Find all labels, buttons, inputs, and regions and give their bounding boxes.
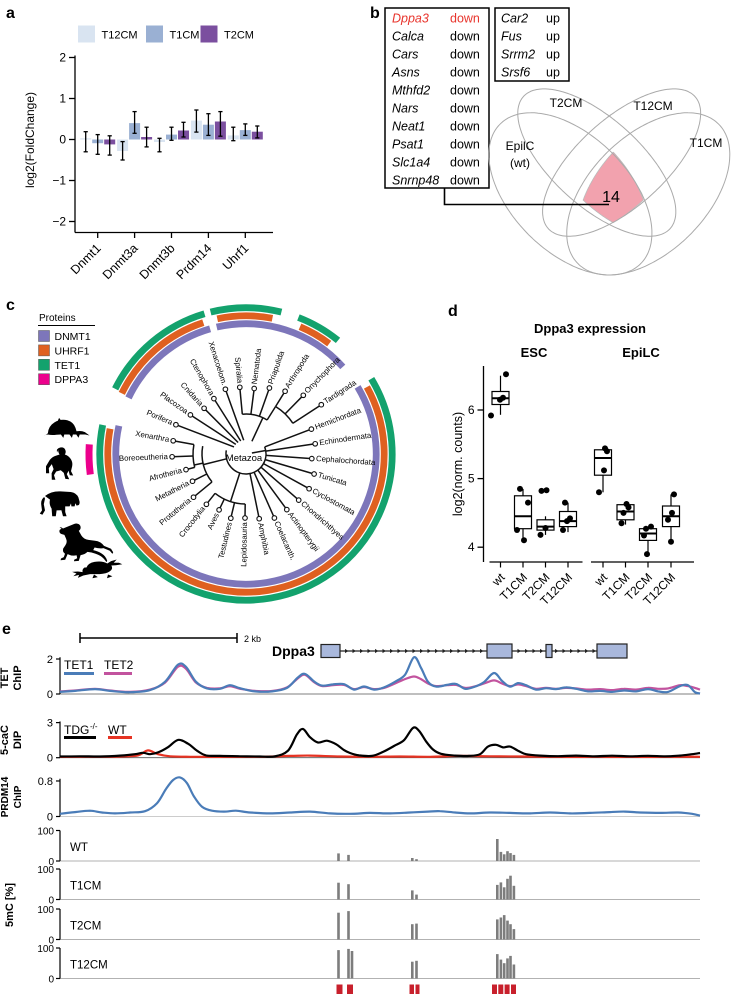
svg-text:up: up — [546, 30, 560, 44]
svg-text:TET1: TET1 — [64, 658, 94, 672]
svg-text:WT: WT — [70, 842, 88, 854]
svg-text:5: 5 — [468, 472, 475, 486]
svg-text:2: 2 — [59, 51, 66, 65]
svg-text:Boreoeutheria: Boreoeutheria — [119, 452, 169, 463]
svg-text:log2(norm. counts): log2(norm. counts) — [451, 412, 465, 516]
svg-text:Dppa3 expression: Dppa3 expression — [534, 321, 646, 336]
svg-text:T2CM: T2CM — [550, 96, 583, 110]
svg-text:100: 100 — [37, 865, 54, 876]
svg-text:Dppa3: Dppa3 — [392, 12, 429, 26]
svg-text:0: 0 — [48, 975, 54, 986]
svg-text:T1CM: T1CM — [70, 881, 101, 893]
svg-text:b: b — [370, 5, 380, 22]
svg-text:Cars: Cars — [392, 48, 418, 62]
svg-text:down: down — [450, 174, 480, 188]
svg-text:(wt): (wt) — [510, 156, 530, 170]
svg-text:5-caC: 5-caC — [0, 725, 11, 755]
svg-text:ESC: ESC — [521, 345, 548, 360]
svg-text:4: 4 — [468, 540, 475, 554]
svg-text:Nars: Nars — [392, 102, 418, 116]
svg-text:3: 3 — [47, 718, 53, 730]
svg-text:T2CM: T2CM — [70, 921, 101, 933]
svg-text:c: c — [6, 297, 15, 314]
svg-text:down: down — [450, 138, 480, 152]
svg-text:6: 6 — [468, 403, 475, 417]
svg-text:−1: −1 — [52, 174, 66, 188]
svg-text:TDG: TDG — [64, 723, 89, 737]
svg-text:up: up — [546, 12, 560, 26]
svg-text:Fus: Fus — [501, 30, 522, 44]
svg-text:T1CM: T1CM — [690, 136, 723, 150]
svg-text:down: down — [450, 102, 480, 116]
svg-text:down: down — [450, 48, 480, 62]
svg-text:Calca: Calca — [392, 30, 424, 44]
svg-text:0: 0 — [47, 753, 53, 765]
svg-text:Proteins: Proteins — [39, 313, 76, 324]
svg-text:0.8: 0.8 — [38, 776, 53, 788]
svg-text:Dppa3: Dppa3 — [272, 643, 315, 659]
svg-text:down: down — [450, 84, 480, 98]
svg-text:Lepidosauria: Lepidosauria — [239, 521, 249, 566]
svg-text:14: 14 — [602, 189, 620, 206]
svg-text:DIP: DIP — [12, 731, 24, 749]
svg-text:T2CM: T2CM — [224, 30, 254, 42]
svg-text:2: 2 — [47, 654, 53, 666]
svg-text:down: down — [450, 12, 480, 26]
svg-text:Neat1: Neat1 — [392, 120, 425, 134]
svg-text:Mthfd2: Mthfd2 — [392, 84, 430, 98]
svg-text:DPPA3: DPPA3 — [55, 374, 89, 386]
svg-text:TET1: TET1 — [55, 360, 81, 372]
svg-text:Car2: Car2 — [501, 12, 528, 26]
svg-text:5mC [%]: 5mC [%] — [4, 883, 16, 927]
svg-text:100: 100 — [37, 944, 54, 955]
svg-text:TET2: TET2 — [104, 658, 134, 672]
svg-text:down: down — [450, 30, 480, 44]
svg-text:down: down — [450, 120, 480, 134]
svg-text:e: e — [2, 621, 11, 638]
svg-text:DNMT1: DNMT1 — [55, 331, 91, 343]
svg-text:d: d — [448, 303, 458, 320]
svg-text:UHRF1: UHRF1 — [55, 345, 90, 357]
svg-text:Srsf6: Srsf6 — [501, 66, 530, 80]
svg-text:T12CM: T12CM — [70, 960, 108, 972]
svg-text:EpilC: EpilC — [506, 139, 535, 153]
svg-text:1: 1 — [59, 92, 66, 106]
svg-text:T1CM: T1CM — [170, 30, 200, 42]
svg-text:TET: TET — [0, 667, 11, 688]
svg-text:up: up — [546, 48, 560, 62]
svg-text:Psat1: Psat1 — [392, 138, 424, 152]
svg-text:Asns: Asns — [391, 66, 420, 80]
svg-text:Slc1a4: Slc1a4 — [392, 156, 430, 170]
svg-text:down: down — [450, 66, 480, 80]
svg-text:PRDM14: PRDM14 — [0, 776, 11, 817]
svg-text:a: a — [6, 5, 15, 22]
svg-text:T12CM: T12CM — [633, 99, 672, 113]
svg-text:0: 0 — [47, 812, 53, 824]
svg-text:EpiLC: EpiLC — [622, 345, 660, 360]
svg-text:100: 100 — [37, 827, 54, 838]
svg-text:up: up — [546, 66, 560, 80]
svg-text:ChIP: ChIP — [13, 785, 24, 808]
svg-text:0: 0 — [47, 689, 53, 701]
svg-text:Snrnp48: Snrnp48 — [392, 174, 439, 188]
svg-text:0: 0 — [59, 133, 66, 147]
svg-text:T12CM: T12CM — [102, 30, 138, 42]
svg-text:WT: WT — [108, 723, 127, 737]
svg-text:down: down — [450, 156, 480, 170]
svg-text:−2: −2 — [52, 215, 66, 229]
svg-text:log2(FoldChange): log2(FoldChange) — [23, 92, 37, 188]
svg-text:Metazoa: Metazoa — [226, 453, 263, 464]
svg-text:Srrm2: Srrm2 — [501, 48, 535, 62]
svg-text:ChIP: ChIP — [12, 665, 24, 690]
svg-text:2 kb: 2 kb — [244, 634, 261, 644]
svg-text:-/-: -/- — [90, 722, 98, 731]
svg-text:100: 100 — [37, 905, 54, 916]
